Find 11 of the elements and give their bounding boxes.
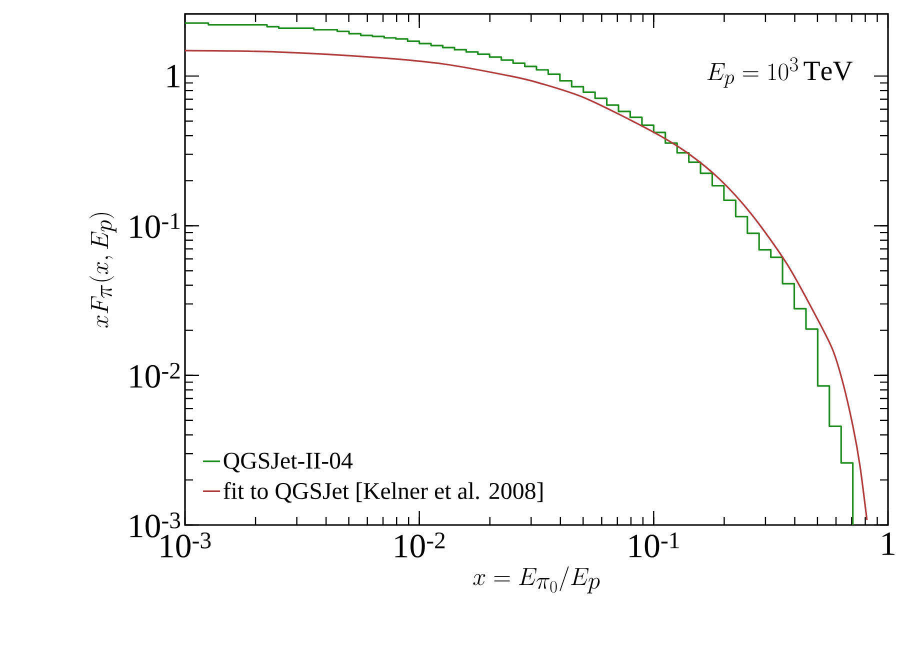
y-tick-label: 10$^{-1}$ [130,213,180,238]
legend-label: QGSJet-II-04 [224,452,353,472]
y-tick-label: 10$^{-2}$ [130,362,180,388]
y-axis-title: $xF_\pi(x, E_p)$ [89,212,117,328]
x-axis-title: $x = E_{\pi_0}/E_p$ [473,566,600,594]
x-tick-label: 10$^{-2}$ [395,532,445,558]
annotation: $E_p = 10^3\,\mathrm{TeV}$ [707,57,853,88]
y-tick-label: 1 [168,64,180,88]
x-tick-label: 10$^{-1}$ [630,532,679,558]
legend-label: fit to QGSJet [Kelner et al. 2008] [224,482,542,503]
x-tick-label: 1 [882,532,894,555]
